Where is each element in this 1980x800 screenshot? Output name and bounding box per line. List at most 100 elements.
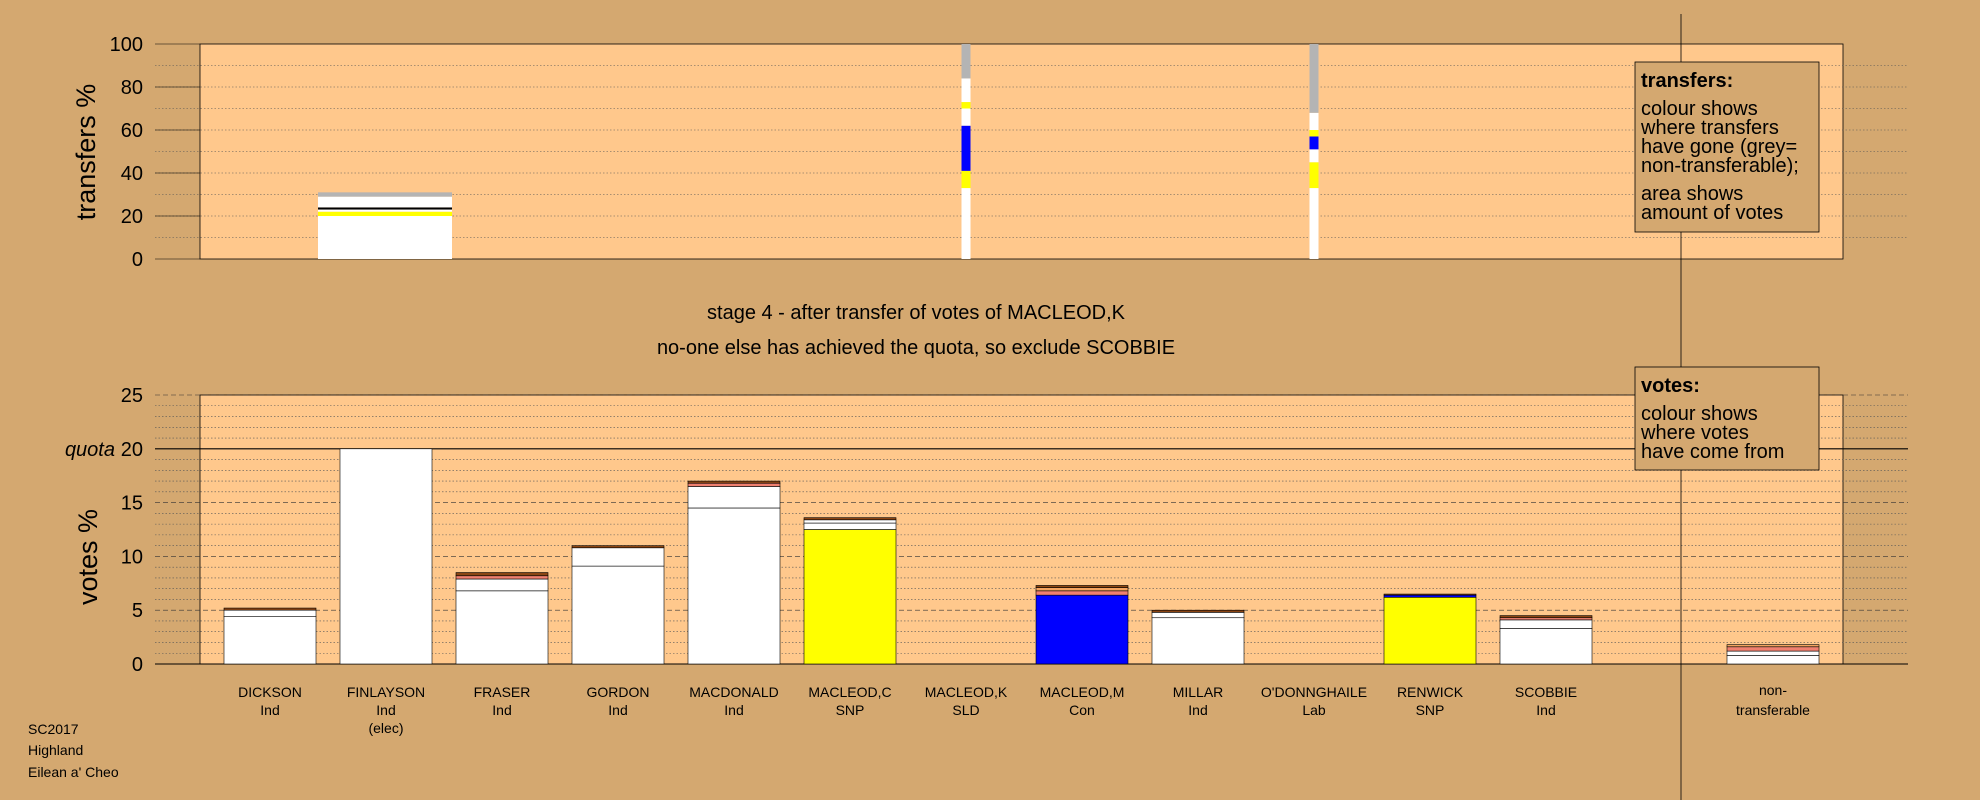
- transfers-legend-line: have gone (grey=: [1641, 136, 1797, 158]
- vote-segment: [1035, 587, 1129, 592]
- candidate-party: Ind: [724, 702, 743, 718]
- vote-segment: [455, 572, 549, 577]
- votes-legend-title: votes:: [1641, 375, 1700, 397]
- candidate-party: Ind: [492, 702, 511, 718]
- y-tick-label: 5: [132, 600, 143, 622]
- vote-segment: [1383, 593, 1477, 596]
- transfers-legend-line: amount of votes: [1641, 202, 1783, 224]
- vote-segment: [1035, 585, 1129, 588]
- vote-segment: [1726, 644, 1820, 648]
- transfer-bar: [961, 44, 971, 259]
- transfers-legend-line: non-transferable);: [1641, 155, 1799, 177]
- candidate-name: MACDONALD: [689, 684, 778, 700]
- y-tick-label: 20: [121, 439, 143, 461]
- vote-segment: [1499, 615, 1593, 619]
- transfer-segment: [961, 170, 971, 189]
- transfer-segment: [318, 211, 452, 216]
- vote-segment: [687, 507, 781, 665]
- vote-segment: [1726, 646, 1820, 652]
- transfers-panel: 0 20 40 60 80 100 transfers %: [71, 34, 1908, 271]
- transfers-gridlines: [155, 65, 1908, 238]
- votes-y-axis-title: votes %: [73, 509, 103, 605]
- transfer-segment: [1309, 149, 1319, 163]
- candidate-party: SNP: [1416, 702, 1445, 718]
- vote-segment: [571, 547, 665, 567]
- transfer-segment: [961, 78, 971, 103]
- candidate-name: MILLAR: [1173, 684, 1224, 700]
- transfer-bar: [1309, 44, 1319, 259]
- vote-segment: [1035, 590, 1129, 596]
- transfer-segment: [318, 209, 452, 212]
- transfer-segment: [318, 207, 452, 210]
- transfers-legend-line: colour shows: [1641, 98, 1758, 120]
- y-tick-label: 20: [121, 206, 143, 228]
- vote-segment: [1383, 596, 1477, 665]
- candidate-name: DICKSON: [238, 684, 302, 700]
- transfer-segment: [1309, 130, 1319, 137]
- votes-bars: [223, 448, 1820, 665]
- transfer-bar: [318, 192, 452, 259]
- y-tick-label: 0: [132, 654, 143, 676]
- vote-segment: [455, 578, 549, 592]
- transfer-segment: [318, 196, 452, 208]
- candidate-bar: [455, 572, 549, 665]
- transfer-segment: [961, 125, 971, 171]
- vote-segment: [223, 609, 317, 617]
- vote-segment: [1383, 594, 1477, 598]
- candidate-bar: [223, 607, 317, 665]
- footer-ward: Eilean a' Cheo: [28, 764, 119, 780]
- transfer-segment: [1309, 112, 1319, 130]
- transfers-y-axis-title: transfers %: [71, 84, 101, 221]
- footer-election: SC2017: [28, 721, 79, 737]
- vote-segment: [1499, 617, 1593, 621]
- votes-legend-line: colour shows: [1641, 403, 1758, 425]
- vote-segment: [1151, 617, 1245, 665]
- transfers-legend-line: where transfers: [1640, 117, 1779, 139]
- candidate-name: MACLEOD,C: [808, 684, 891, 700]
- vote-segment: [687, 482, 781, 487]
- vote-segment: [1151, 612, 1245, 619]
- vote-segment: [803, 519, 897, 524]
- quota-label: quota: [65, 439, 115, 461]
- votes-panel: 0 5 10 15 20 25 DICKSON Ind FINLAYSON Ind (elec) F…: [65, 385, 1908, 736]
- transfer-segment: [961, 108, 971, 126]
- y-tick-label: 80: [121, 77, 143, 99]
- vote-segment: [1035, 594, 1129, 665]
- vote-segment: [223, 616, 317, 665]
- y-tick-label: 15: [121, 493, 143, 515]
- candidate-status: (elec): [368, 720, 403, 736]
- transfer-segment: [318, 192, 452, 197]
- vote-segment: [803, 529, 897, 665]
- vote-segment: [455, 575, 549, 580]
- vote-segment: [687, 480, 781, 484]
- y-tick-label: 0: [132, 249, 143, 271]
- candidate-labels: DICKSON Ind FINLAYSON Ind (elec) FRASER Ind GOR…: [238, 682, 1810, 736]
- vote-segment: [223, 607, 317, 611]
- vote-segment: [803, 517, 897, 521]
- y-tick-label: 10: [121, 546, 143, 568]
- candidate-party: Con: [1069, 702, 1095, 718]
- candidate-bar: [687, 480, 781, 665]
- y-tick-label: 25: [121, 385, 143, 407]
- candidate-party: Ind: [608, 702, 627, 718]
- candidate-name: O'DONNGHAILE: [1261, 684, 1367, 700]
- candidate-party: Ind: [1188, 702, 1207, 718]
- candidate-bar: [339, 448, 433, 665]
- transfer-segment: [1309, 136, 1319, 150]
- candidate-party: Ind: [260, 702, 279, 718]
- candidate-bar: [803, 517, 897, 665]
- votes-y-ticks: 0 5 10 15 20 25: [121, 385, 143, 676]
- vote-segment: [1499, 619, 1593, 629]
- vote-segment: [1726, 650, 1820, 656]
- non-transferable-bar: [1726, 644, 1820, 665]
- candidate-party: Lab: [1302, 702, 1326, 718]
- candidate-name: GORDON: [587, 684, 650, 700]
- transfers-legend-title: transfers:: [1641, 70, 1733, 92]
- transfer-segment: [961, 102, 971, 109]
- footer-council: Highland: [28, 742, 83, 758]
- votes-legend-line: have come from: [1641, 441, 1784, 463]
- stage-action: no-one else has achieved the quota, so e…: [657, 337, 1175, 359]
- non-transferable-label: non-: [1759, 682, 1787, 698]
- candidate-bar: [571, 545, 665, 665]
